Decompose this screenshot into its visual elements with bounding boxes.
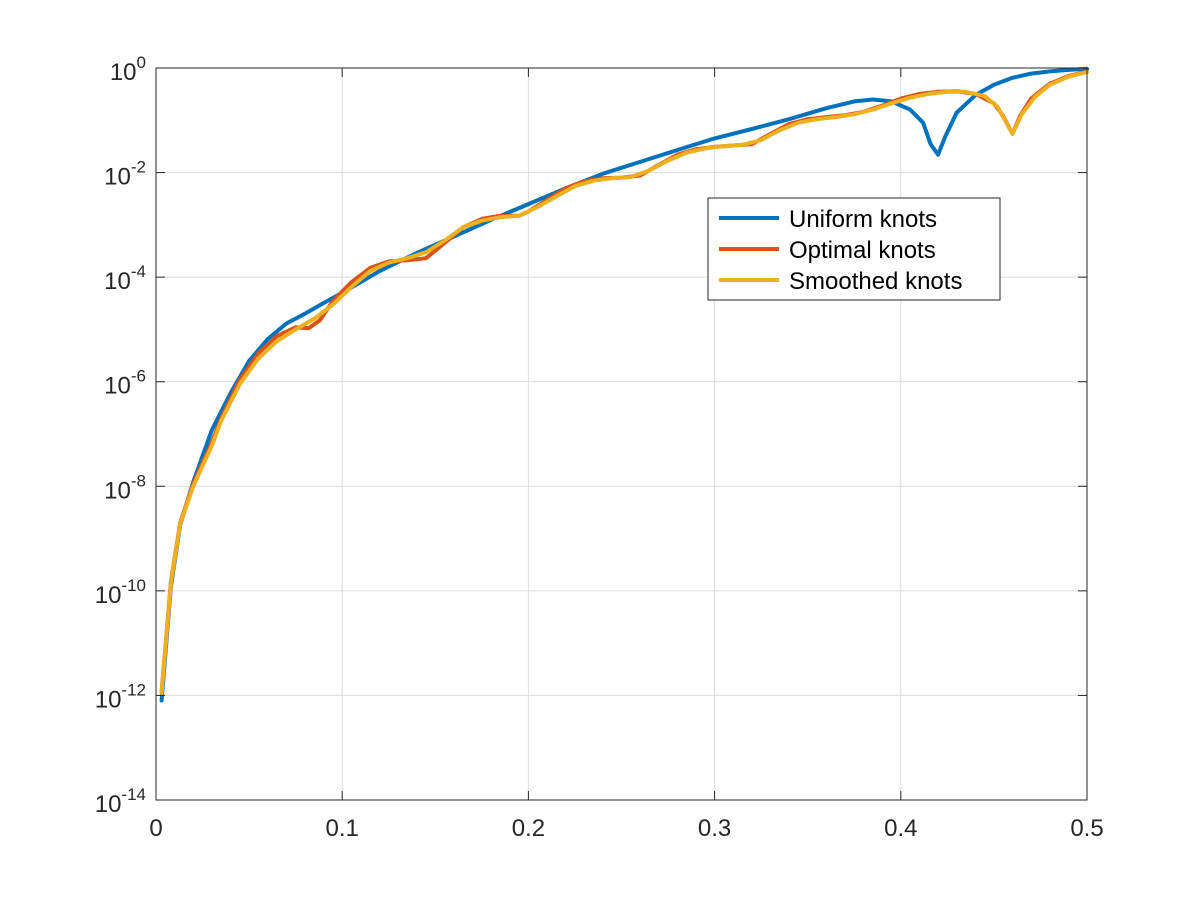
series-line-2 [159,70,1089,696]
x-tick-label: 0 [149,815,162,842]
x-tick-label: 0.2 [512,815,545,842]
y-tick-labels: 10-14 10-12 10-10 10-8 10-6 10-4 10-2 100 [95,53,146,818]
series-layer [159,66,1089,703]
plot-area [156,68,1087,800]
y-tick-label: 10-8 [104,471,146,504]
x-tick-labels: 0 0.1 0.2 0.3 0.4 0.5 [149,815,1103,842]
x-tick-label: 0.3 [698,815,731,842]
axes-box [155,67,1088,801]
x-tick-label: 0.5 [1070,815,1103,842]
y-tick-label: 10-4 [104,262,146,295]
y-tick-label: 10-14 [95,785,146,818]
legend-label-0: Uniform knots [789,206,937,233]
legend-label-2: Smoothed knots [789,268,962,295]
y-tick-label: 10-6 [104,367,146,400]
legend-label-1: Optimal knots [789,237,936,264]
y-tick-label: 10-2 [104,158,146,191]
y-tick-label: 10-12 [95,680,146,713]
y-tick-label: 100 [110,53,146,86]
series-line-0 [159,66,1089,703]
y-tick-label: 10-10 [95,576,146,609]
tick-marks [155,67,1088,801]
legend: Uniform knots Optimal knots Smoothed knots [707,197,1001,301]
x-tick-label: 0.1 [326,815,359,842]
x-tick-label: 0.4 [884,815,917,842]
